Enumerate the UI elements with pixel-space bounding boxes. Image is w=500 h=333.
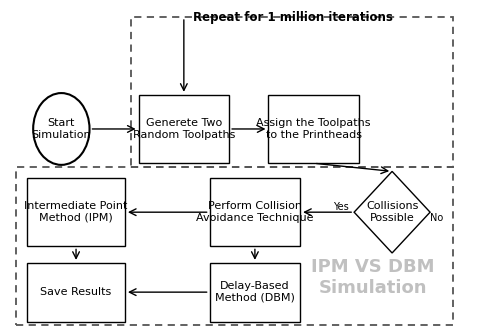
Text: Yes: Yes xyxy=(333,202,348,212)
Text: Delay-Based
Method (DBM): Delay-Based Method (DBM) xyxy=(215,281,295,303)
Text: Collisions
Possible: Collisions Possible xyxy=(366,201,418,223)
FancyBboxPatch shape xyxy=(210,263,300,322)
Polygon shape xyxy=(354,171,430,253)
FancyBboxPatch shape xyxy=(210,178,300,246)
FancyBboxPatch shape xyxy=(138,95,229,163)
FancyBboxPatch shape xyxy=(268,95,359,163)
Text: Repeat for 1 million iterations: Repeat for 1 million iterations xyxy=(192,11,392,25)
Text: Generete Two
Random Toolpaths: Generete Two Random Toolpaths xyxy=(132,118,235,140)
Text: No: No xyxy=(430,213,443,223)
Text: Intermediate Point
Method (IPM): Intermediate Point Method (IPM) xyxy=(24,201,128,223)
Text: Perform Collision
Avoidance Technique: Perform Collision Avoidance Technique xyxy=(196,201,314,223)
Text: Assign the Toolpaths
to the Printheads: Assign the Toolpaths to the Printheads xyxy=(256,118,371,140)
FancyBboxPatch shape xyxy=(27,263,125,322)
Text: IPM VS DBM
Simulation: IPM VS DBM Simulation xyxy=(311,258,434,297)
Ellipse shape xyxy=(33,93,90,165)
Text: Start
Simulation: Start Simulation xyxy=(32,118,91,140)
FancyBboxPatch shape xyxy=(27,178,125,246)
Text: Save Results: Save Results xyxy=(40,287,112,297)
